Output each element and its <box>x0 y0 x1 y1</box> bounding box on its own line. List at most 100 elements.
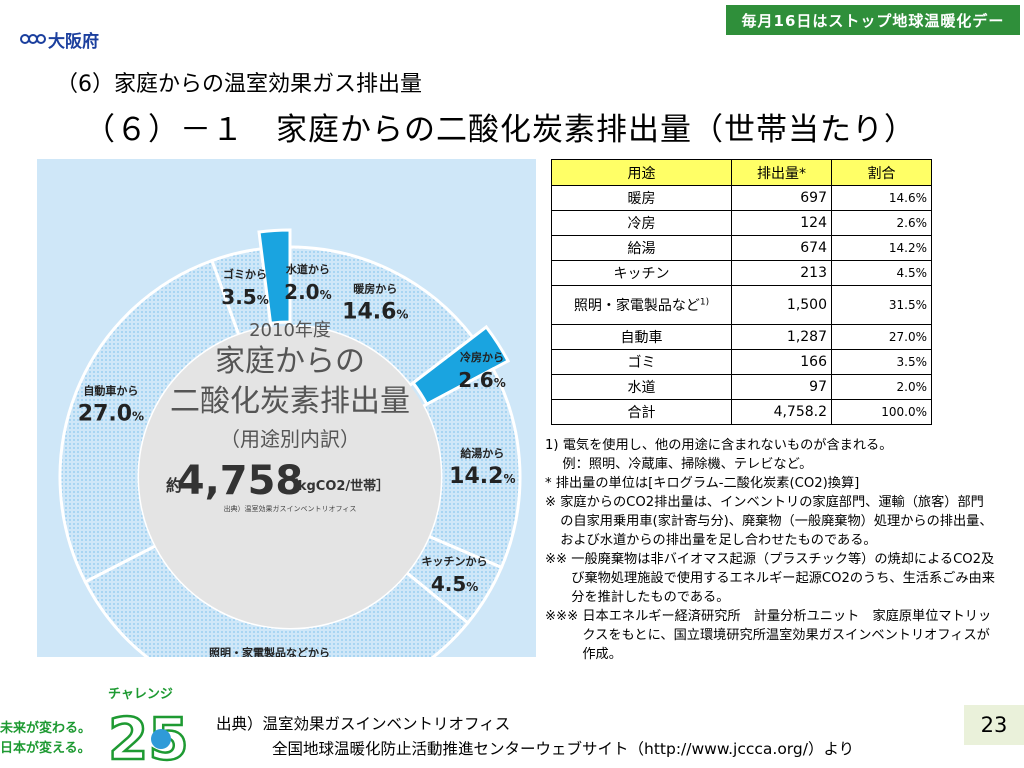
slice-name-label: ゴミから <box>223 267 267 281</box>
table-row: 水道 97 2.0% <box>551 374 932 400</box>
slice-name-label: 水道から <box>286 262 330 276</box>
slice-value-label: 27.0% <box>78 401 144 426</box>
cell-emission: 124 <box>731 210 832 236</box>
note-text: 電気を使用し、他の用途に含まれないものが含まれる。 <box>562 438 893 453</box>
table-row-total: 合計 4,758.2 100.0% <box>551 399 932 425</box>
org-name: 大阪府 <box>48 31 99 52</box>
center-year: 2010年度 <box>249 320 331 341</box>
challenge-slogan-line2: 日本が変える。 <box>0 741 91 756</box>
header-use: 用途 <box>551 159 732 186</box>
challenge-number: 25 <box>108 705 186 765</box>
slice-name-label: 暖房から <box>353 281 397 295</box>
source-line1: 出典）温室効果ガスインベントリオフィス <box>216 715 511 733</box>
cell-use: 暖房 <box>551 185 732 211</box>
table-header-row: 用途 排出量* 割合 <box>551 159 932 186</box>
slice-name-label: 照明・家電製品などから <box>209 645 330 657</box>
cell-ratio: 100.0% <box>831 399 932 425</box>
center-title-line2: 二酸化炭素排出量 <box>170 384 410 419</box>
center-total-prefix: 約 <box>166 476 182 495</box>
cell-use: 給湯 <box>551 235 732 261</box>
challenge-label: チャレンジ <box>108 687 173 702</box>
osaka-logo: 大阪府 <box>20 26 99 52</box>
cell-emission: 166 <box>731 349 832 375</box>
center-total-unit: ［kgCO2/世帯］ <box>285 478 389 494</box>
page-number: 23 <box>964 705 1024 745</box>
campaign-banner: 毎月16日はストップ地球温暖化デー <box>726 5 1020 35</box>
note-text: 一般廃棄物は非バイオマス起源（プラスチック等）の焼却によるCO2及び棄物処理施設… <box>571 552 995 605</box>
page-title: （６）－１ 家庭からの二酸化炭素排出量（世帯当たり） <box>84 112 916 148</box>
footnote-mark: 1) <box>699 297 710 308</box>
cell-use: 合計 <box>551 399 732 425</box>
slice-value-label: 14.6% <box>342 299 408 324</box>
challenge25-emblem-icon: 25 <box>107 704 186 765</box>
cell-emission: 697 <box>731 185 832 211</box>
cell-ratio: 14.6% <box>831 185 932 211</box>
cell-use: 冷房 <box>551 210 732 236</box>
cell-ratio: 27.0% <box>831 324 932 350</box>
cell-emission: 1,500 <box>731 285 832 325</box>
slice-name-label: 自動車から <box>83 383 138 397</box>
note-text: 排出量の単位は[キログラム-二酸化炭素(CO2)換算] <box>555 476 860 491</box>
donut-chart-svg: 2010年度 家庭からの 二酸化炭素排出量 （用途別内訳） 約 4,758 ［k… <box>58 228 522 657</box>
note-item: 例：照明、冷蔵庫、掃除機、テレビなど。 <box>545 455 995 474</box>
table-row: 自動車 1,287 27.0% <box>551 324 932 350</box>
cell-use: 自動車 <box>551 324 732 350</box>
cell-emission: 4,758.2 <box>731 399 832 425</box>
note-mark: * <box>545 476 556 491</box>
cell-emission: 1,287 <box>731 324 832 350</box>
note-text: 日本エネルギー経済研究所 計量分析ユニット 家庭原単位マトリックスをもとに、国立… <box>582 609 992 662</box>
center-subtitle: （用途別内訳） <box>220 427 360 451</box>
note-mark: ※※※ <box>545 609 583 624</box>
donut-center <box>139 326 441 628</box>
slice-value-label: 3.5% <box>221 285 268 309</box>
table-row: 冷房 124 2.6% <box>551 210 932 236</box>
note-item: * 排出量の単位は[キログラム-二酸化炭素(CO2)換算] <box>545 474 995 493</box>
section-title: （6）家庭からの温室効果ガス排出量 <box>56 72 422 97</box>
cell-use: 水道 <box>551 374 732 400</box>
cell-ratio: 4.5% <box>831 260 932 286</box>
notes: 1) 電気を使用し、他の用途に含まれないものが含まれる。 例：照明、冷蔵庫、掃除… <box>545 436 995 664</box>
cell-use: 照明・家電製品など1) <box>551 285 732 325</box>
note-mark: 1) <box>545 438 563 453</box>
center-title-line1: 家庭からの <box>215 344 365 379</box>
cell-emission: 97 <box>731 374 832 400</box>
source-line2: 全国地球温暖化防止活動推進センターウェブサイト（http://www.jccca… <box>272 740 855 758</box>
cell-use-text: 照明・家電製品など <box>573 298 700 314</box>
cell-ratio: 31.5% <box>831 285 932 325</box>
note-mark: ※ <box>545 495 561 510</box>
center-total-value: 4,758 <box>177 458 304 504</box>
donut-chart: 2010年度 家庭からの 二酸化炭素排出量 （用途別内訳） 約 4,758 ［k… <box>37 159 536 657</box>
globe-icon <box>151 729 171 749</box>
slice-value-label: 2.6% <box>458 368 505 392</box>
table-row: 給湯 674 14.2% <box>551 235 932 261</box>
slice-name-label: 給湯から <box>460 446 504 460</box>
table-row: キッチン 213 4.5% <box>551 260 932 286</box>
cell-use: キッチン <box>551 260 732 286</box>
challenge-slogan-line1: 未来が変わる。 <box>0 721 92 736</box>
cell-ratio: 14.2% <box>831 235 932 261</box>
cell-ratio: 2.6% <box>831 210 932 236</box>
table-row: 暖房 697 14.6% <box>551 185 932 211</box>
note-text: 例：照明、冷蔵庫、掃除機、テレビなど。 <box>545 457 813 472</box>
table-row: 照明・家電製品など1) 1,500 31.5% <box>551 285 932 325</box>
cell-use: ゴミ <box>551 349 732 375</box>
note-item: ※※ 一般廃棄物は非バイオマス起源（プラスチック等）の焼却によるCO2及び棄物処… <box>545 550 995 607</box>
cell-emission: 674 <box>731 235 832 261</box>
slice-name-label: キッチンから <box>422 555 488 568</box>
note-text: 家庭からのCO2排出量は、インベントリの家庭部門、運輸（旅客）部門の自家用乗用車… <box>560 495 993 548</box>
cell-ratio: 2.0% <box>831 374 932 400</box>
header-ratio: 割合 <box>831 159 932 186</box>
osaka-emblem-icon <box>20 34 46 44</box>
header-emission: 排出量* <box>731 159 832 186</box>
note-item: 1) 電気を使用し、他の用途に含まれないものが含まれる。 <box>545 436 995 455</box>
donut-slice <box>257 228 292 325</box>
center-source: 出典）温室効果ガスインベントリオフィス <box>224 504 357 513</box>
note-item: ※※※ 日本エネルギー経済研究所 計量分析ユニット 家庭原単位マトリックスをもと… <box>545 607 995 664</box>
slice-value-label: 14.2% <box>449 464 515 489</box>
slice-value-label: 2.0% <box>284 280 331 304</box>
source-citation: 出典）温室効果ガスインベントリオフィス 全国地球温暖化防止活動推進センターウェブ… <box>216 712 854 762</box>
note-mark: ※※ <box>545 552 572 567</box>
slice-name-label: 冷房から <box>460 350 504 364</box>
table-row: ゴミ 166 3.5% <box>551 349 932 375</box>
challenge25-logo: チャレンジ 未来が変わる。 日本が変える。 25 <box>0 683 190 765</box>
